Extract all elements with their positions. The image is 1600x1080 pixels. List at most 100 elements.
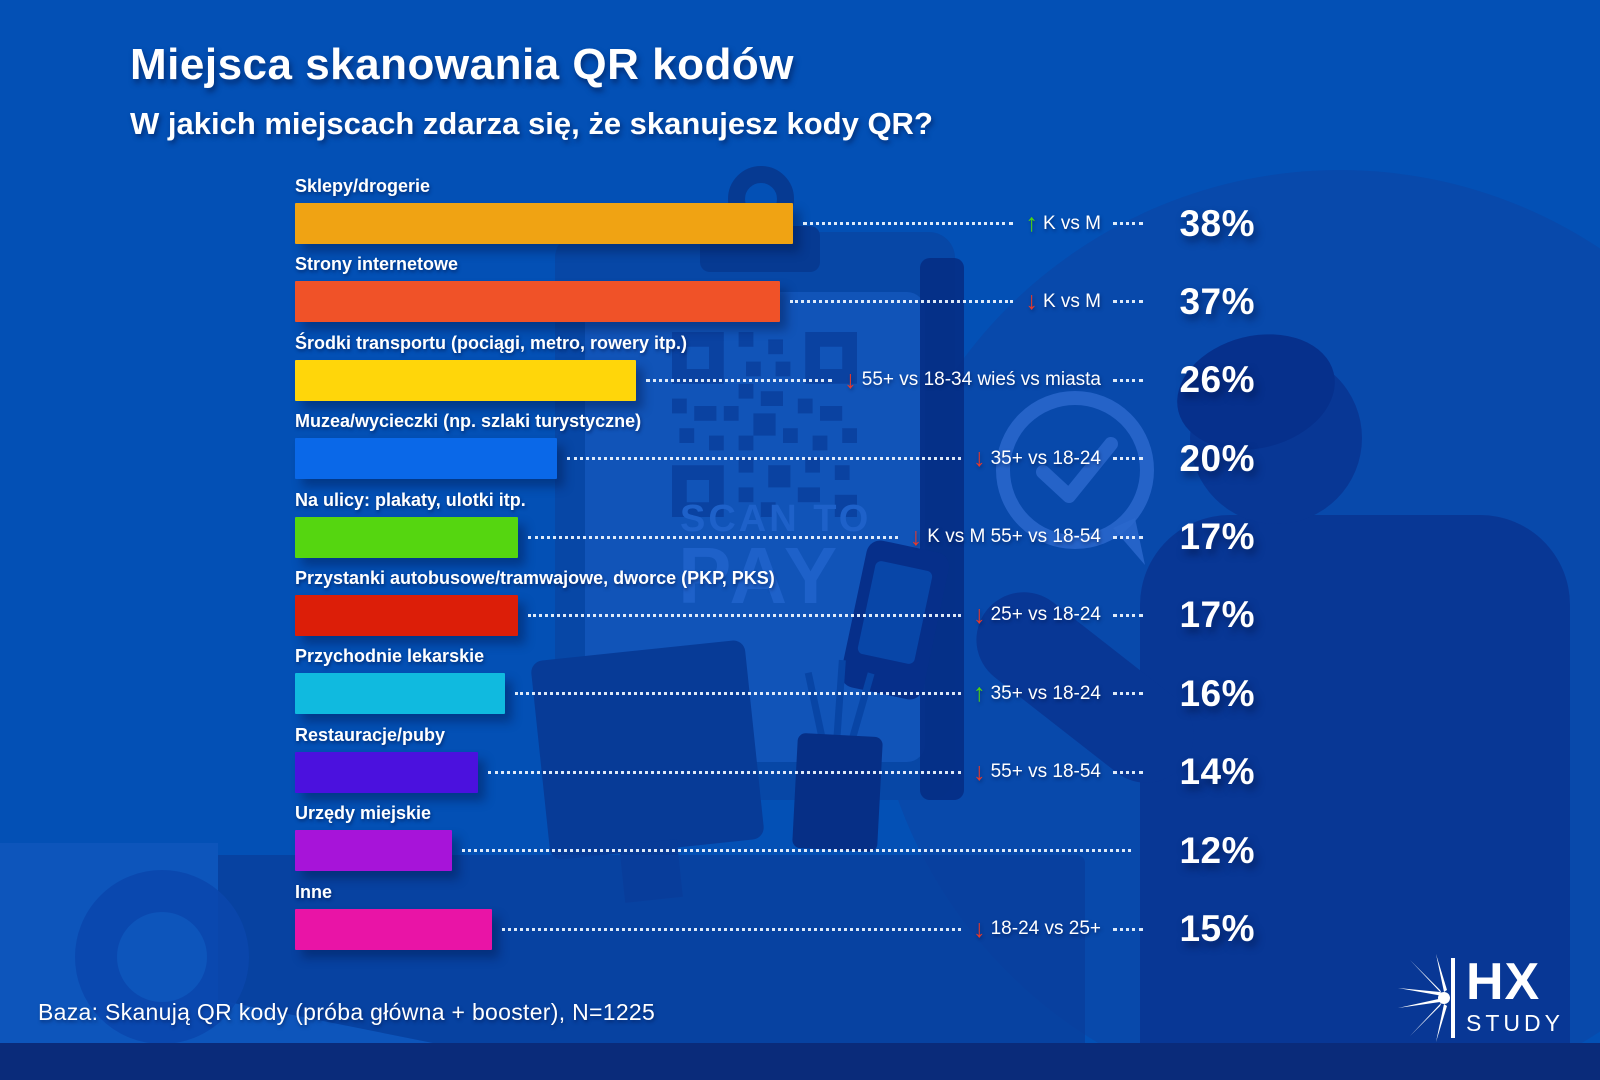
trend-arrow-icon: ↑ (973, 679, 986, 708)
chart-row: Przystanki autobusowe/tramwajowe, dworce… (295, 568, 1255, 646)
bar-value: 20% (1179, 437, 1255, 479)
annotation-text: K vs M (1042, 212, 1101, 234)
bar-value: 17% (1179, 516, 1255, 558)
page-title: Miejsca skanowania QR kodów (130, 40, 794, 89)
light-corner-shape (0, 843, 218, 1080)
bar[interactable] (295, 830, 453, 872)
starburst-icon (1398, 954, 1455, 1042)
bar-label: Urzędy miejskie (295, 803, 432, 824)
chart-row: Środki transportu (pociągi, metro, rower… (295, 333, 1255, 411)
page-subtitle: W jakich miejscach zdarza się, że skanuj… (130, 106, 933, 141)
footer: Baza: Skanują QR kody (próba główna + bo… (38, 999, 655, 1026)
chart-row: Restauracje/puby ↓ 55+ vs 18-54 14% (295, 725, 1255, 803)
bar[interactable] (295, 516, 518, 558)
mini-dots (1113, 457, 1143, 461)
bar-value: 14% (1179, 751, 1255, 793)
trend-arrow-icon: ↓ (973, 914, 986, 943)
row-line: ↓ 55+ vs 18-54 14% (488, 751, 1255, 793)
leader-dotted-line (488, 770, 962, 774)
annotation-text: K vs M (1042, 290, 1101, 312)
annotation-text: 18-24 vs 25+ (990, 918, 1101, 940)
trend-arrow-icon: ↓ (973, 600, 986, 629)
mini-dots (1113, 927, 1143, 931)
bar-label: Środki transportu (pociągi, metro, rower… (295, 332, 688, 353)
row-line: ↓ 18-24 vs 25+ 15% (501, 908, 1256, 950)
chart-row: Inne ↓ 18-24 vs 25+ 15% (295, 882, 1255, 960)
leader-dotted-line (514, 692, 962, 696)
bar[interactable] (295, 673, 505, 715)
trend-arrow-icon: ↑ (1025, 209, 1038, 237)
bar[interactable] (295, 751, 479, 793)
row-line: 12% (462, 830, 1255, 872)
annotation-text: 25+ vs 18-24 (990, 604, 1101, 626)
bar[interactable] (295, 594, 518, 636)
trend-arrow-icon: ↓ (909, 522, 923, 551)
trend-arrow-icon: ↓ (973, 444, 986, 473)
bar-value: 16% (1179, 672, 1255, 714)
mini-dots (1113, 770, 1143, 774)
leader-dotted-line (527, 535, 898, 539)
chart-row: Muzea/wycieczki (np. szlaki turystyczne)… (295, 411, 1255, 489)
trend-arrow-icon: ↓ (973, 757, 986, 786)
annotation-text: 35+ vs 18-24 (990, 447, 1101, 469)
leader-dotted-line (462, 849, 1131, 853)
bar-label: Przychodnie lekarskie (295, 646, 485, 667)
annotation-text: 55+ vs 18-54 (990, 761, 1101, 783)
bar-label: Na ulicy: plakaty, ulotki itp. (295, 489, 526, 510)
chart-row: Sklepy/drogerie ↑ K vs M 38% (295, 176, 1255, 254)
leader-dotted-line (501, 927, 962, 931)
bar[interactable] (295, 281, 780, 323)
header: Miejsca skanowania QR kodów W jakich mie… (130, 40, 933, 142)
leader-dotted-line (567, 457, 962, 461)
annotation-text: K vs M 55+ vs 18-54 (927, 526, 1101, 548)
bar-value: 37% (1179, 280, 1255, 322)
hx-study-logo: HX STUDY (1396, 952, 1564, 1044)
mini-dots (1113, 613, 1143, 617)
row-line: ↑ 35+ vs 18-24 16% (514, 672, 1255, 715)
leader-dotted-line (527, 613, 962, 617)
bar-value: 15% (1179, 908, 1255, 950)
desk-front-band (0, 1043, 1600, 1080)
base-note: Baza: Skanują QR kody (próba główna + bo… (38, 999, 656, 1025)
logo-study-text: STUDY (1466, 1009, 1564, 1036)
bar-label: Restauracje/puby (295, 724, 446, 745)
bar-label: Inne (295, 881, 333, 902)
bar[interactable] (295, 203, 793, 244)
row-line: ↓ K vs M 55+ vs 18-54 17% (527, 516, 1255, 558)
trend-arrow-icon: ↓ (844, 365, 857, 394)
bar-value: 26% (1179, 359, 1255, 401)
trend-arrow-icon: ↓ (1025, 287, 1038, 316)
mini-dots (1113, 300, 1143, 304)
bar-label: Przystanki autobusowe/tramwajowe, dworce… (295, 567, 775, 588)
row-line: ↓ 35+ vs 18-24 20% (567, 438, 1255, 480)
bar-value: 12% (1179, 829, 1255, 871)
row-line: ↓ K vs M 37% (789, 280, 1255, 323)
mini-dots (1113, 222, 1143, 225)
chart-row: Urzędy miejskie 12% (295, 803, 1255, 881)
bar-value: 17% (1179, 594, 1255, 636)
bar[interactable] (295, 438, 557, 480)
chart-row: Strony internetowe ↓ K vs M 37% (295, 254, 1255, 332)
bar[interactable] (295, 908, 492, 950)
row-line: ↓ 25+ vs 18-24 17% (527, 594, 1255, 636)
bar-label: Strony internetowe (295, 254, 459, 275)
bar-label: Sklepy/drogerie (295, 176, 431, 196)
bar-value: 38% (1179, 202, 1255, 244)
bar-chart: Sklepy/drogerie ↑ K vs M 38% Strony inte… (295, 176, 1255, 960)
mini-dots (1113, 535, 1143, 539)
mini-dots (1113, 378, 1143, 382)
bar[interactable] (295, 359, 636, 401)
leader-dotted-line (802, 222, 1014, 225)
leader-dotted-line (789, 300, 1014, 304)
chart-row: Na ulicy: plakaty, ulotki itp. ↓ K vs M … (295, 490, 1255, 568)
leader-dotted-line (645, 378, 833, 382)
row-line: ↓ 55+ vs 18-34 wieś vs miasta 26% (645, 359, 1255, 401)
row-line: ↑ K vs M 38% (802, 202, 1255, 245)
annotation-text: 55+ vs 18-34 wieś vs miasta (861, 369, 1101, 391)
logo-hx-text: HX (1466, 953, 1541, 1012)
chart-rows: Sklepy/drogerie ↑ K vs M 38% Strony inte… (295, 176, 1255, 960)
mini-dots (1113, 692, 1143, 696)
bar-label: Muzea/wycieczki (np. szlaki turystyczne) (295, 411, 642, 432)
annotation-text: 35+ vs 18-24 (990, 682, 1101, 704)
